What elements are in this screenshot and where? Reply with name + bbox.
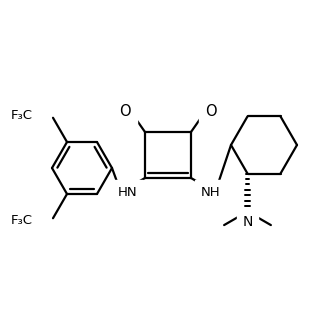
Text: NH: NH — [200, 185, 220, 199]
Text: F₃C: F₃C — [11, 109, 33, 122]
Text: F₃C: F₃C — [11, 214, 33, 227]
Text: O: O — [205, 105, 216, 119]
Text: N: N — [242, 214, 253, 229]
Text: O: O — [119, 105, 131, 119]
Text: HN: HN — [118, 185, 138, 199]
